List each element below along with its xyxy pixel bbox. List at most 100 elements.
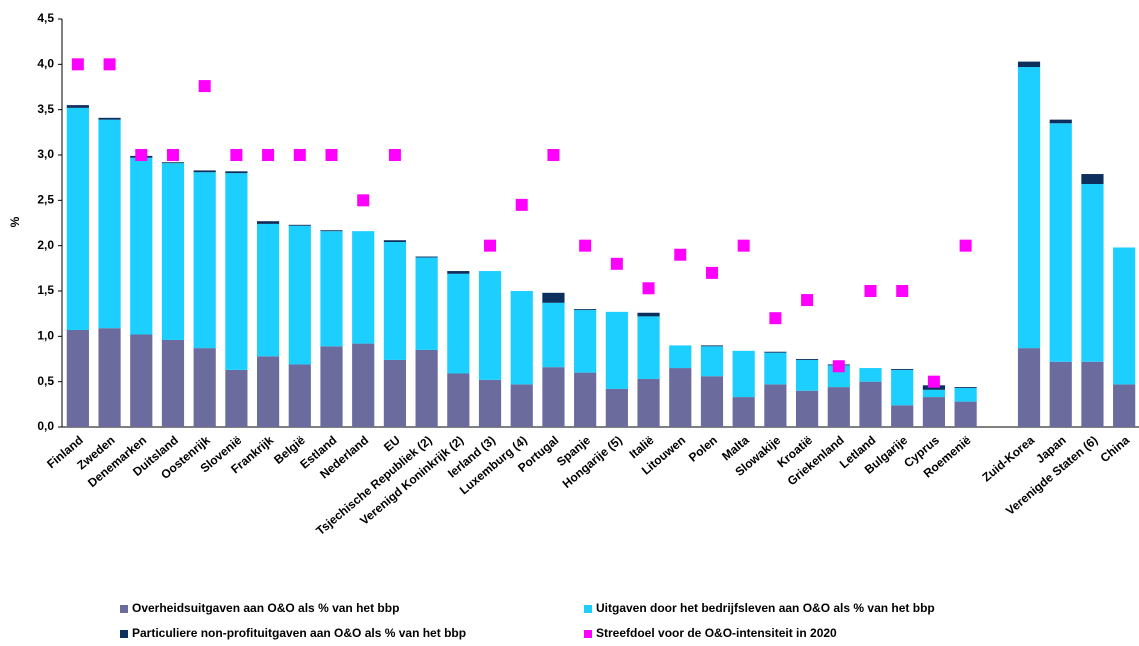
- bar-segment: [764, 384, 787, 427]
- y-axis-label: %: [8, 216, 22, 227]
- bar-segment: [225, 369, 248, 427]
- bar-segment: [1049, 361, 1072, 427]
- legend-swatch: [120, 630, 128, 638]
- bar-segment: [193, 348, 216, 427]
- target-marker: [737, 239, 750, 252]
- bar-segment: [954, 388, 977, 402]
- bar-segment: [98, 119, 121, 329]
- target-marker: [357, 194, 370, 207]
- bar-segment: [1017, 67, 1041, 349]
- bar-segment: [574, 310, 597, 373]
- bar-segment: [320, 231, 343, 347]
- bar-segment: [1113, 247, 1136, 385]
- target-marker: [832, 360, 845, 373]
- bar-segment: [795, 359, 819, 391]
- target-marker: [484, 239, 497, 252]
- y-tick-label: 1,5: [37, 283, 54, 297]
- target-marker: [801, 294, 814, 307]
- bar-segment: [891, 368, 914, 370]
- bar-segment: [700, 345, 724, 347]
- bar-segment: [574, 372, 597, 427]
- bar-segment: [193, 170, 216, 173]
- bar-segment: [637, 312, 660, 317]
- bar-segment: [827, 387, 850, 427]
- y-tick-label: 0,0: [37, 419, 54, 433]
- bar-segment: [605, 311, 628, 389]
- bar-segment: [66, 329, 89, 427]
- target-marker: [674, 248, 687, 261]
- bar-segment: [383, 242, 407, 360]
- y-tick-label: 4,0: [37, 57, 54, 71]
- y-tick-label: 0,5: [37, 374, 54, 388]
- bar-segment: [1081, 174, 1104, 185]
- target-marker: [325, 149, 338, 161]
- target-marker: [293, 149, 306, 161]
- bar-segment: [415, 349, 438, 427]
- bar-segment: [669, 345, 692, 369]
- bar-segment: [161, 339, 185, 427]
- bar-segment: [478, 379, 502, 427]
- bar-segment: [1081, 361, 1104, 427]
- bar-segment: [447, 273, 470, 374]
- bar-segment: [542, 292, 565, 303]
- legend-label: Uitgaven door het bedrijfsleven aan O&O …: [596, 601, 935, 615]
- bar-segment: [256, 356, 280, 427]
- target-marker: [579, 239, 592, 252]
- target-marker: [705, 266, 718, 279]
- bar-segment: [352, 343, 375, 427]
- y-tick-label: 2,0: [37, 238, 54, 252]
- bar-segment: [891, 405, 914, 427]
- bar-segment: [130, 334, 153, 427]
- bar-segment: [66, 107, 89, 330]
- bar-segment: [891, 369, 914, 406]
- legend-label: Particuliere non-profituitgaven aan O&O …: [132, 626, 466, 640]
- bar-segment: [510, 291, 533, 385]
- bar-segment: [98, 328, 121, 427]
- bar-segment: [478, 271, 502, 380]
- bar-segment: [383, 359, 407, 427]
- bar-segment: [447, 373, 470, 427]
- bar-segment: [352, 231, 375, 344]
- bar-segment: [256, 221, 280, 224]
- target-marker: [230, 149, 243, 161]
- bar-segment: [542, 367, 565, 427]
- bar-segment: [922, 389, 946, 398]
- bar-segment: [415, 257, 438, 350]
- legend-swatch: [120, 605, 128, 613]
- bar-segment: [605, 388, 628, 427]
- bar-segment: [161, 162, 185, 164]
- x-tick-label: China: [1098, 433, 1133, 465]
- bar-segment: [922, 397, 946, 427]
- x-tick-label: Zuid-Korea: [979, 433, 1037, 485]
- x-tick-label: Polen: [686, 433, 720, 465]
- bar-segment: [574, 309, 597, 311]
- bar-segment: [510, 384, 533, 427]
- bar-segment: [1113, 384, 1136, 427]
- target-marker: [547, 149, 560, 161]
- bar-segment: [320, 230, 343, 232]
- bar-segment: [256, 223, 280, 357]
- y-tick-label: 3,0: [37, 147, 54, 161]
- bar-segment: [225, 173, 248, 370]
- target-marker: [642, 282, 655, 295]
- bar-segment: [415, 256, 438, 258]
- target-marker: [864, 285, 877, 297]
- bar-segment: [637, 316, 660, 379]
- target-marker: [71, 58, 84, 71]
- bar-segment: [954, 387, 977, 389]
- bar-segment: [700, 376, 724, 427]
- bar-segment: [732, 350, 755, 398]
- target-marker: [927, 375, 940, 388]
- bar-segment: [1081, 184, 1104, 362]
- y-tick-label: 2,5: [37, 193, 54, 207]
- bar-segment: [383, 240, 407, 243]
- bar-segment: [225, 171, 248, 174]
- target-marker: [103, 58, 116, 71]
- bar-segment: [66, 105, 89, 108]
- target-marker: [388, 149, 401, 161]
- bar-segment: [764, 351, 787, 353]
- bar-segment: [288, 364, 311, 427]
- target-marker: [959, 239, 972, 252]
- y-tick-label: 4,5: [37, 11, 54, 25]
